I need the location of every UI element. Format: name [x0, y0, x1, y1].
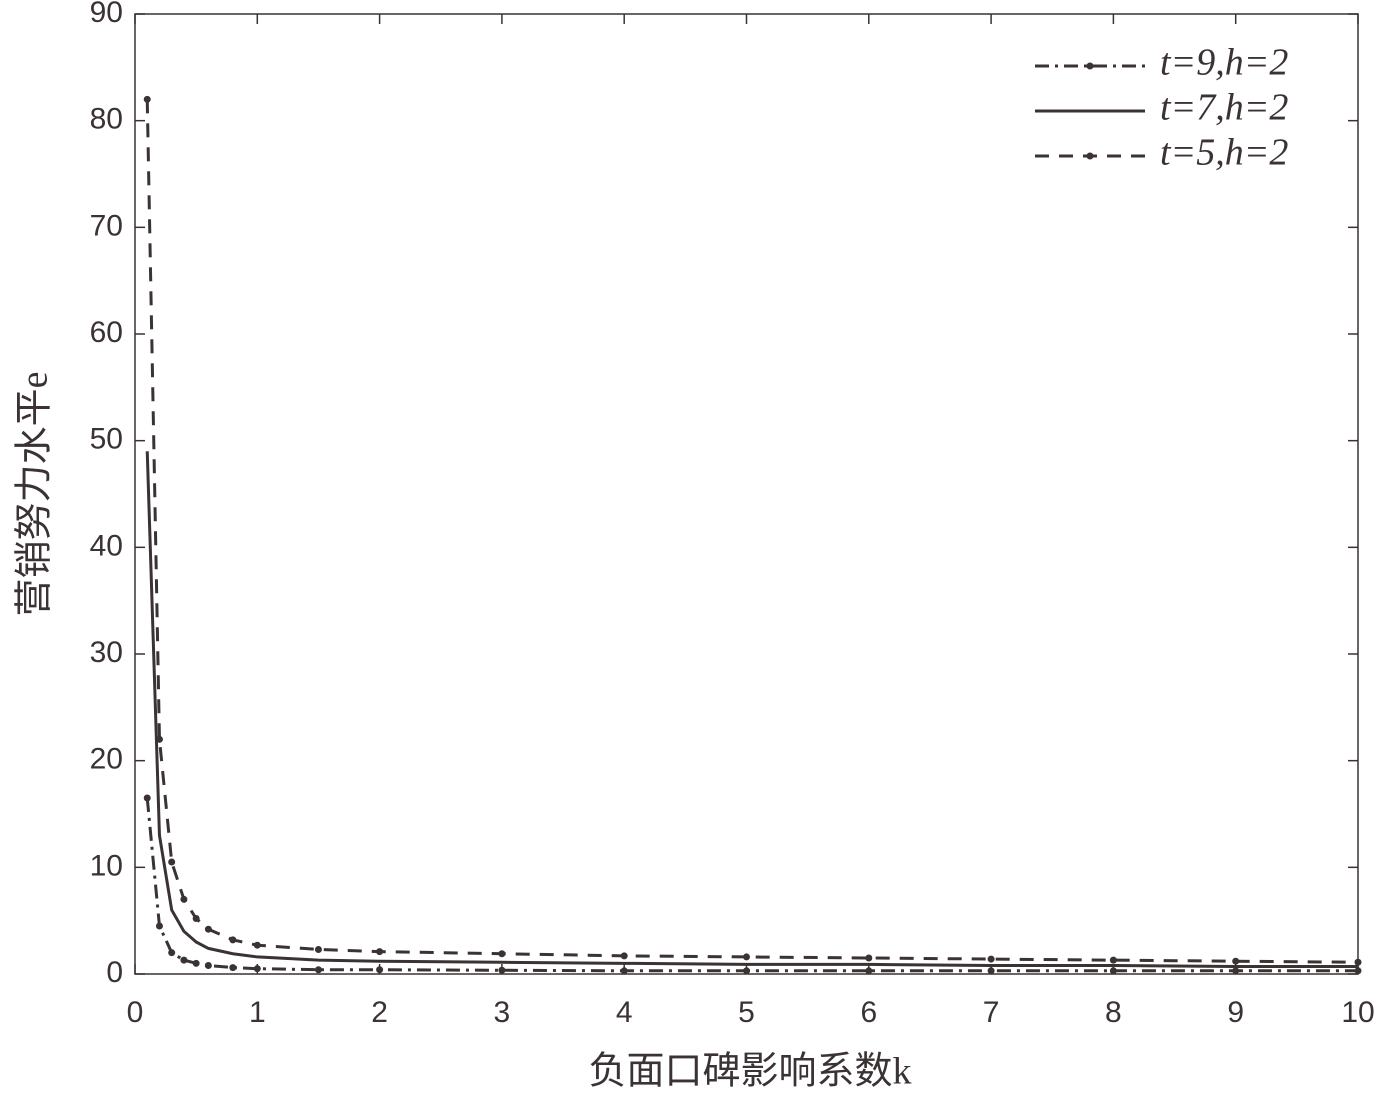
series-line — [145, 99, 1359, 964]
series-marker — [743, 967, 750, 975]
series-marker — [865, 954, 873, 962]
series-marker — [192, 915, 200, 923]
series-marker — [143, 95, 151, 103]
x-tick-label: 9 — [1227, 996, 1244, 1029]
legend-label: t=9,h=2 — [1160, 42, 1288, 84]
legend-marker — [1086, 152, 1094, 160]
y-tick-label: 80 — [90, 103, 123, 136]
legend-label: t=7,h=2 — [1160, 87, 1288, 129]
series-marker — [376, 966, 384, 974]
series-marker — [620, 967, 628, 975]
series-marker — [620, 952, 628, 960]
y-tick-label: 50 — [90, 423, 123, 456]
series-marker — [987, 967, 995, 975]
series-marker — [865, 967, 873, 975]
y-tick-label: 40 — [90, 529, 123, 562]
series-line — [145, 797, 1358, 973]
series-marker — [155, 735, 163, 743]
series-marker — [743, 953, 750, 961]
series-marker — [314, 945, 322, 953]
series-marker — [1109, 956, 1117, 964]
y-tick-label: 30 — [90, 636, 123, 669]
series-marker — [1232, 967, 1240, 975]
legend-label: t=5,h=2 — [1160, 132, 1288, 174]
series-marker — [376, 948, 384, 956]
x-tick-label: 2 — [371, 996, 388, 1029]
series-marker — [229, 964, 237, 972]
series-marker — [1109, 967, 1117, 975]
series-marker — [204, 961, 212, 969]
series-marker — [498, 950, 506, 958]
series-marker — [1232, 957, 1240, 965]
x-tick-label: 10 — [1341, 996, 1374, 1029]
legend-marker — [1086, 62, 1094, 70]
y-tick-label: 10 — [90, 849, 123, 882]
x-tick-label: 8 — [1105, 996, 1122, 1029]
series-marker — [168, 858, 176, 866]
y-tick-label: 70 — [90, 209, 123, 242]
series-marker — [1354, 958, 1362, 966]
x-tick-label: 6 — [860, 996, 877, 1029]
x-tick-label: 7 — [983, 996, 1000, 1029]
series-marker — [192, 959, 200, 967]
y-tick-label: 0 — [106, 956, 123, 989]
x-tick-label: 4 — [616, 996, 633, 1029]
x-tick-label: 3 — [494, 996, 511, 1029]
series-marker — [498, 966, 506, 974]
series-marker — [314, 966, 322, 974]
series-marker — [180, 895, 188, 903]
series-marker — [1354, 967, 1362, 975]
series-marker — [253, 965, 261, 973]
series-marker — [143, 794, 151, 802]
series-marker — [253, 941, 261, 949]
x-tick-label: 1 — [249, 996, 266, 1029]
x-tick-label: 5 — [738, 996, 755, 1029]
y-tick-label: 90 — [90, 0, 123, 29]
y-tick-label: 20 — [90, 743, 123, 776]
series-line — [145, 451, 1358, 969]
x-tick-label: 0 — [127, 996, 144, 1029]
series-marker — [204, 925, 212, 933]
x-axis-title: 负面口碑影响系数k — [588, 1051, 911, 1093]
series-marker — [180, 956, 188, 964]
series-marker — [155, 922, 163, 930]
series-marker — [987, 955, 995, 963]
y-tick-label: 60 — [90, 316, 123, 349]
y-axis-title: 营销努力水平e — [14, 372, 56, 617]
series-marker — [168, 949, 176, 957]
series-marker — [229, 936, 237, 944]
